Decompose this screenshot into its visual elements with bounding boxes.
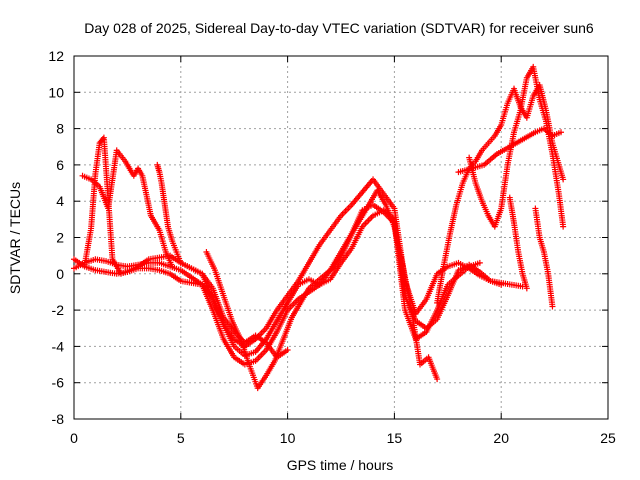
x-tick-label: 5 — [177, 430, 185, 446]
y-tick-labels: -8 -6 -4 -2 0 2 4 6 8 10 12 — [48, 48, 64, 427]
data-point — [523, 285, 530, 292]
series-arc-j — [506, 194, 530, 292]
y-tick-label: 12 — [48, 48, 64, 64]
data-point — [169, 263, 176, 270]
ticks — [73, 55, 609, 420]
data-point — [560, 176, 567, 183]
series-arc-d — [79, 147, 176, 270]
x-axis-label: GPS time / hours — [287, 457, 394, 473]
data-point — [284, 347, 291, 354]
x-tick-label: 25 — [600, 430, 616, 446]
y-tick-label: -8 — [52, 411, 65, 427]
series-arc-f — [203, 187, 441, 392]
y-axis-label: SDTVAR / TECUs — [7, 182, 23, 294]
y-tick-label: 6 — [56, 157, 64, 173]
data-point — [549, 303, 556, 310]
x-tick-label: 20 — [493, 430, 509, 446]
data-points — [71, 63, 567, 392]
data-point — [434, 376, 441, 383]
data-point — [558, 129, 565, 136]
x-tick-label: 10 — [280, 430, 296, 446]
y-tick-label: 4 — [56, 193, 64, 209]
series-arc-k — [532, 205, 556, 310]
data-point — [560, 223, 567, 230]
y-tick-label: -2 — [52, 302, 65, 318]
data-point — [476, 259, 483, 266]
y-tick-label: 8 — [56, 121, 64, 137]
x-tick-labels: 0 5 10 15 20 25 — [70, 430, 616, 446]
y-tick-label: -4 — [52, 338, 65, 354]
y-tick-label: 0 — [56, 266, 64, 282]
chart-title: Day 028 of 2025, Sidereal Day-to-day VTE… — [84, 20, 594, 36]
y-tick-label: 10 — [48, 84, 64, 100]
y-tick-label: 2 — [56, 230, 64, 246]
x-tick-label: 0 — [70, 430, 78, 446]
data-point — [99, 136, 106, 143]
x-tick-label: 15 — [387, 430, 403, 446]
series-arc-i — [455, 125, 565, 176]
y-tick-label: -6 — [52, 375, 65, 391]
